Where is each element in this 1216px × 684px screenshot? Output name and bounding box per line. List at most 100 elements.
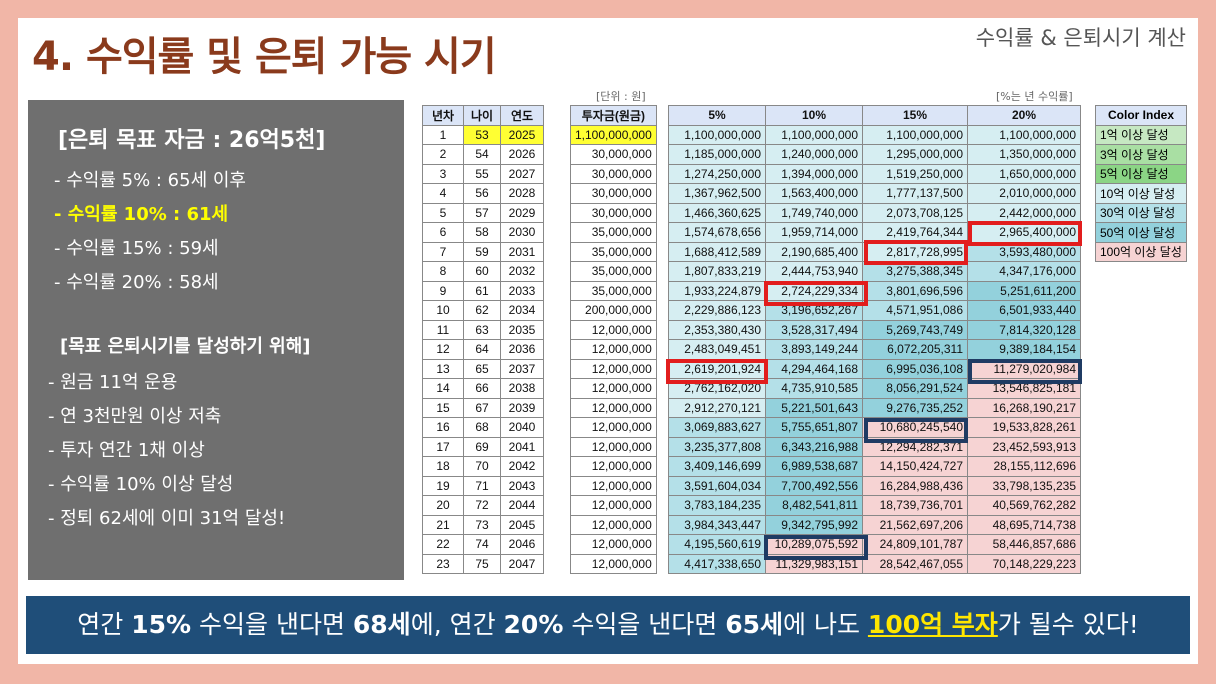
table-cell: 2028 — [500, 183, 544, 204]
table-cell: 3,893,149,244 — [765, 339, 863, 360]
table-cell: 2036 — [500, 339, 544, 360]
table-cell: 10,289,075,592 — [765, 534, 863, 555]
table-row: 3,591,604,034 7,700,492,556 16,284,988,436… — [668, 475, 1081, 496]
table-cell: 2,353,380,430 — [668, 319, 766, 340]
table-row: 6 58 2030 — [422, 222, 544, 243]
table-row: 12,000,000 — [570, 514, 657, 535]
table-cell: 12,000,000 — [570, 339, 657, 360]
table-row: 2,229,886,123 3,196,652,267 4,571,951,086 6… — [668, 300, 1081, 321]
table-cell: 1,959,714,000 — [765, 222, 863, 243]
table-row: 35,000,000 — [570, 280, 657, 301]
table-cell: 24,809,101,787 — [862, 534, 968, 555]
table-cell: 2026 — [500, 144, 544, 165]
table-cell: 48,695,714,738 — [967, 514, 1081, 535]
table-cell: 2038 — [500, 378, 544, 399]
table-row: 20 72 2044 — [422, 495, 544, 516]
slide: 4. 수익률 및 은퇴 가능 시기 수익률 & 은퇴시기 계산 [은퇴 목표 자… — [18, 18, 1198, 664]
table-cell: 1,240,000,000 — [765, 144, 863, 165]
table-cell: 12 — [422, 339, 464, 360]
table-row: 4,195,560,619 10,289,075,592 24,809,101,78… — [668, 534, 1081, 555]
table-cell: 2,912,270,121 — [668, 397, 766, 418]
table-cell: 57 — [463, 202, 501, 223]
table-cell: 6,989,538,687 — [765, 456, 863, 477]
table-cell: 1,807,833,219 — [668, 261, 766, 282]
table-cell: 9,342,795,992 — [765, 514, 863, 535]
table-cell: 75 — [463, 553, 501, 574]
table-cell: 2,229,886,123 — [668, 300, 766, 321]
col-header: 10% — [765, 105, 863, 126]
table-cell: 3,783,184,235 — [668, 495, 766, 516]
table-cell: 60 — [463, 261, 501, 282]
table-cell: 1,563,400,000 — [765, 183, 863, 204]
table-cell: 2,444,753,940 — [765, 261, 863, 282]
table-cell: 12,000,000 — [570, 495, 657, 516]
table-cell: 53 — [463, 124, 501, 145]
table-cell: 1,100,000,000 — [570, 124, 657, 145]
highlight-box-15pct — [864, 240, 968, 265]
table-row: 35,000,000 — [570, 222, 657, 243]
table-cell: 16 — [422, 417, 464, 438]
table-row: 1,933,224,879 2,724,229,334 3,801,696,596 5… — [668, 280, 1081, 301]
table-cell: 14,150,424,727 — [862, 456, 968, 477]
table-cell: 11 — [422, 319, 464, 340]
table-row: 16 68 2040 — [422, 417, 544, 438]
table-cell: 3,235,377,808 — [668, 436, 766, 457]
table-cell: 6,072,205,311 — [862, 339, 968, 360]
table-cell: 55 — [463, 163, 501, 184]
legend-item: 100억 이상 달성 — [1095, 241, 1187, 262]
table-cell: 2035 — [500, 319, 544, 340]
table-row: 1,100,000,000 1,100,000,000 1,100,000,000 1… — [668, 124, 1081, 145]
page-title: 4. 수익률 및 은퇴 가능 시기 — [32, 34, 497, 80]
table-cell: 1 — [422, 124, 464, 145]
banner-emphasis: 20% — [503, 610, 564, 639]
navy-box-15pct — [864, 418, 968, 443]
table-row: 12,000,000 — [570, 475, 657, 496]
legend-item: 10억 이상 달성 — [1095, 183, 1187, 204]
table-cell: 2040 — [500, 417, 544, 438]
table-cell: 15 — [422, 397, 464, 418]
col-header: 투자금(원금) — [570, 105, 657, 126]
table-cell: 4,294,464,168 — [765, 358, 863, 379]
table-cell: 30,000,000 — [570, 183, 657, 204]
col-header: 20% — [967, 105, 1081, 126]
table-cell: 1,749,740,000 — [765, 202, 863, 223]
table-cell: 22 — [422, 534, 464, 555]
table-cell: 2030 — [500, 222, 544, 243]
table-cell: 1,394,000,000 — [765, 163, 863, 184]
rate-line: - 수익률 5% : 65세 이후 — [54, 170, 246, 191]
table-cell: 3,528,317,494 — [765, 319, 863, 340]
year-table: 년차 나이 연도 1 53 2025 2 54 2026 3 55 2027 4 56 2028 5 57… — [422, 105, 544, 574]
returns-table: 5% 10% 15% 20% 1,100,000,000 1,100,000,00… — [668, 105, 1081, 574]
table-cell: 30,000,000 — [570, 163, 657, 184]
table-row: 8 60 2032 — [422, 261, 544, 282]
table-cell: 20 — [422, 495, 464, 516]
legend-row: 10억 이상 달성 — [1095, 183, 1187, 204]
table-cell: 18 — [422, 456, 464, 477]
table-cell: 30,000,000 — [570, 144, 657, 165]
table-cell: 1,466,360,625 — [668, 202, 766, 223]
table-cell: 200,000,000 — [570, 300, 657, 321]
step-line: - 수익률 10% 이상 달성 — [48, 474, 234, 495]
table-cell: 3,591,604,034 — [668, 475, 766, 496]
table-row: 12 64 2036 — [422, 339, 544, 360]
table-cell: 9 — [422, 280, 464, 301]
table-cell: 12,000,000 — [570, 378, 657, 399]
table-cell: 74 — [463, 534, 501, 555]
rate-line: - 수익률 15% : 59세 — [54, 238, 219, 259]
table-cell: 23 — [422, 553, 464, 574]
table-cell: 16,284,988,436 — [862, 475, 968, 496]
table-cell: 4,571,951,086 — [862, 300, 968, 321]
step-line: - 투자 연간 1채 이상 — [48, 440, 205, 461]
table-row: 2,353,380,430 3,528,317,494 5,269,743,749 7… — [668, 319, 1081, 340]
table-cell: 1,100,000,000 — [765, 124, 863, 145]
rate-line: - 수익률 20% : 58세 — [54, 272, 219, 293]
table-cell: 1,295,000,000 — [862, 144, 968, 165]
table-cell: 1,350,000,000 — [967, 144, 1081, 165]
table-cell: 65 — [463, 358, 501, 379]
banner-text: 연간 — [77, 610, 132, 639]
table-cell: 1,933,224,879 — [668, 280, 766, 301]
table-cell: 30,000,000 — [570, 202, 657, 223]
table-row: 1,807,833,219 2,444,753,940 3,275,388,345 4… — [668, 261, 1081, 282]
color-index-legend: Color Index 1억 이상 달성 3억 이상 달성 5억 이상 달성 10억 … — [1095, 105, 1187, 262]
table-cell: 2046 — [500, 534, 544, 555]
